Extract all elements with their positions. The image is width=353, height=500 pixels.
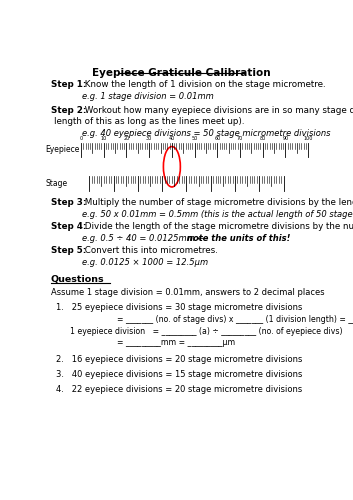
Text: Workout how many eyepiece divisions are in so many stage divisions (it doesn’t m: Workout how many eyepiece divisions are … xyxy=(83,106,353,116)
Text: Know the length of 1 division on the stage micrometre.: Know the length of 1 division on the sta… xyxy=(83,80,326,89)
Text: Convert this into micrometres.: Convert this into micrometres. xyxy=(83,246,218,255)
Text: = _______ (no. of stage divs) x _______ (1 division length) = _______ (a): = _______ (no. of stage divs) x _______ … xyxy=(116,315,353,324)
Text: = _________mm = _________μm: = _________mm = _________μm xyxy=(116,338,235,347)
Text: 0: 0 xyxy=(79,136,83,140)
Text: 30: 30 xyxy=(146,136,152,140)
Text: 1 eyepiece division   = _________ (a) ÷ _________ (no. of eyepiece divs): 1 eyepiece division = _________ (a) ÷ __… xyxy=(70,327,343,336)
Text: Eyepiece: Eyepiece xyxy=(46,145,80,154)
Text: note the units of this!: note the units of this! xyxy=(187,234,291,243)
Text: Step 2:: Step 2: xyxy=(51,106,86,116)
Text: 60: 60 xyxy=(214,136,220,140)
Text: length of this as long as the lines meet up).: length of this as long as the lines meet… xyxy=(54,118,244,126)
Text: Divide the length of the stage micrometre divisions by the number of eyepiece di: Divide the length of the stage micrometr… xyxy=(83,222,353,231)
Text: Questions: Questions xyxy=(51,275,104,284)
Text: e.g. 0.5 ÷ 40 = 0.0125mm ←: e.g. 0.5 ÷ 40 = 0.0125mm ← xyxy=(83,234,208,243)
Text: 4.   22 eyepiece divisions = 20 stage micrometre divisions: 4. 22 eyepiece divisions = 20 stage micr… xyxy=(56,384,303,394)
Text: 90: 90 xyxy=(282,136,288,140)
Text: 10: 10 xyxy=(101,136,107,140)
Text: Multiply the number of stage micrometre divisions by the length of 1 stage divis: Multiply the number of stage micrometre … xyxy=(83,198,353,206)
Text: Step 5:: Step 5: xyxy=(51,246,86,255)
Text: Step 1:: Step 1: xyxy=(51,80,86,89)
Text: 100: 100 xyxy=(304,136,313,140)
Text: 1.   25 eyepiece divisions = 30 stage micrometre divisions: 1. 25 eyepiece divisions = 30 stage micr… xyxy=(56,302,303,312)
Text: e.g. 40 eyepiece divisions = 50 stage micrometre divisions: e.g. 40 eyepiece divisions = 50 stage mi… xyxy=(83,129,331,138)
Text: Step 3:: Step 3: xyxy=(51,198,86,206)
Text: 40: 40 xyxy=(169,136,175,140)
Text: e.g. 1 stage division = 0.01mm: e.g. 1 stage division = 0.01mm xyxy=(83,92,214,101)
Text: 20: 20 xyxy=(123,136,130,140)
Text: 50: 50 xyxy=(191,136,198,140)
Text: 70: 70 xyxy=(237,136,243,140)
Text: Step 4:: Step 4: xyxy=(51,222,86,231)
Text: 80: 80 xyxy=(259,136,266,140)
Text: e.g. 0.0125 × 1000 = 12.5μm: e.g. 0.0125 × 1000 = 12.5μm xyxy=(83,258,209,267)
Text: 2.   16 eyepiece divisions = 20 stage micrometre divisions: 2. 16 eyepiece divisions = 20 stage micr… xyxy=(56,355,303,364)
Text: 3.   40 eyepiece divisions = 15 stage micrometre divisions: 3. 40 eyepiece divisions = 15 stage micr… xyxy=(56,370,303,379)
Text: Stage: Stage xyxy=(46,179,68,188)
Text: Assume 1 stage division = 0.01mm, answers to 2 decimal places: Assume 1 stage division = 0.01mm, answer… xyxy=(51,288,325,298)
Text: e.g. 50 x 0.01mm = 0.5mm (this is the actual length of 50 stage micrometre divis: e.g. 50 x 0.01mm = 0.5mm (this is the ac… xyxy=(83,210,353,218)
Text: Eyepiece Graticule Calibration: Eyepiece Graticule Calibration xyxy=(91,68,270,78)
